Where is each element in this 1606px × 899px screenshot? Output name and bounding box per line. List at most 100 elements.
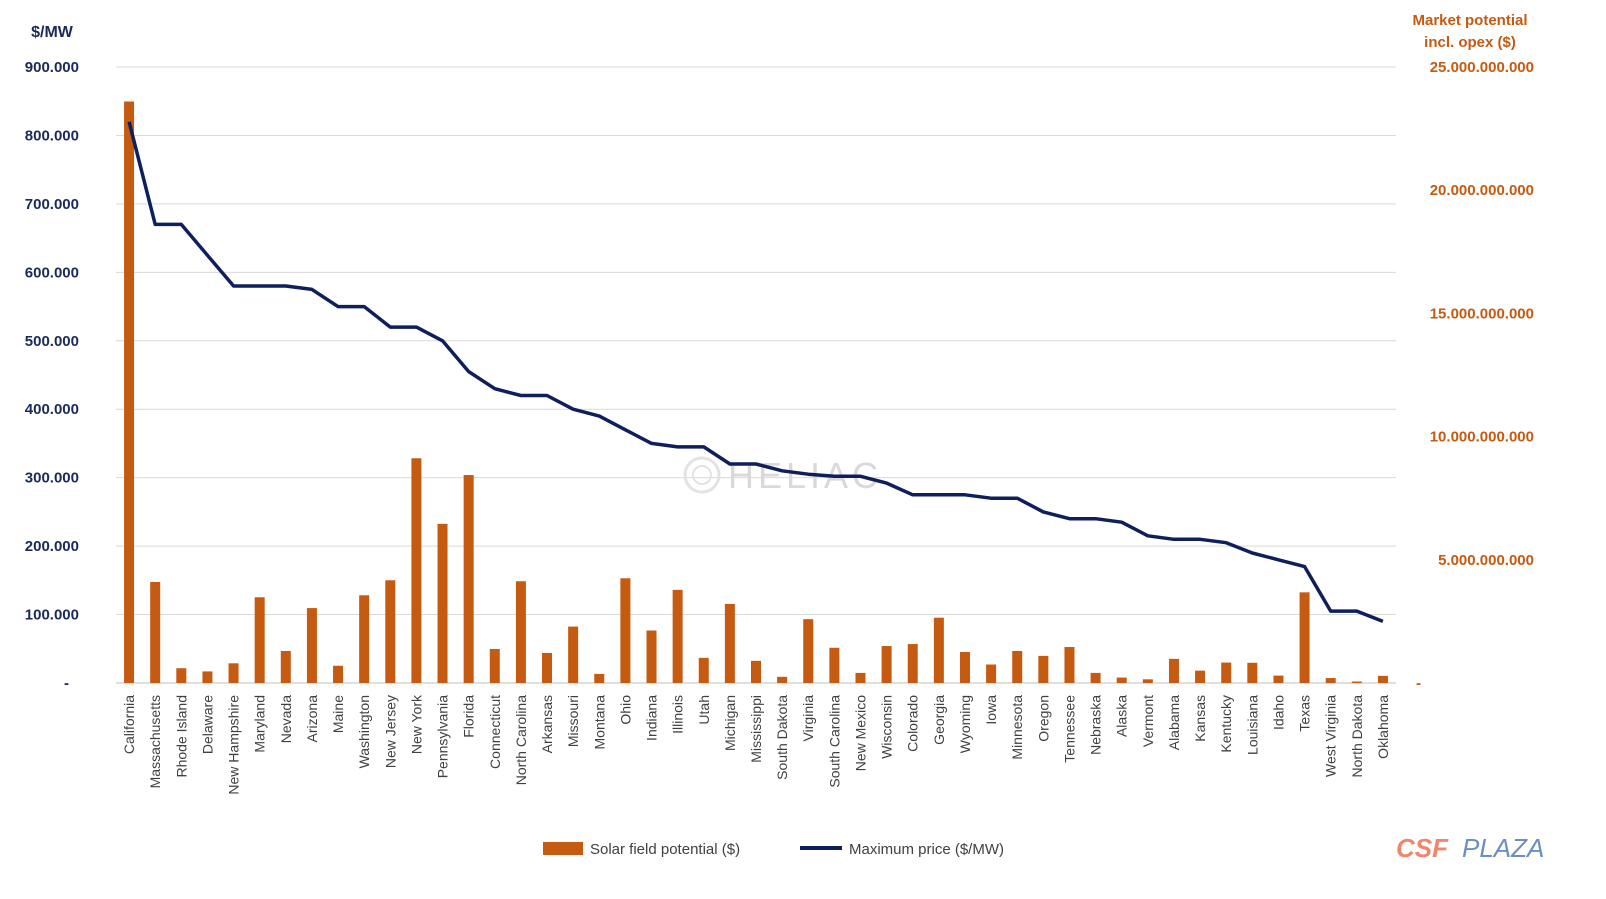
bar — [646, 630, 657, 683]
category-label: Vermont — [1140, 695, 1156, 747]
bar — [933, 617, 944, 683]
bar — [385, 580, 396, 683]
bar — [411, 458, 422, 683]
bar — [1273, 675, 1284, 683]
bar — [202, 671, 213, 683]
bar — [1351, 681, 1362, 683]
left-axis-ticks: - 100.000 200.000 300.000 400.000 500.000 600.… — [25, 59, 79, 692]
left-tick-label: 400.000 — [25, 401, 79, 418]
bar — [359, 595, 370, 683]
category-label: Wisconsin — [879, 695, 895, 759]
bar — [1168, 658, 1179, 683]
bar — [1090, 672, 1101, 683]
bar — [254, 597, 265, 683]
bar — [515, 581, 526, 683]
bar — [1064, 647, 1075, 683]
bar — [1142, 679, 1153, 683]
legend-swatch-bar — [543, 842, 583, 855]
category-label: Mississippi — [748, 695, 764, 763]
category-label: Idaho — [1270, 695, 1286, 730]
category-label: North Carolina — [513, 695, 529, 785]
category-label: Michigan — [722, 695, 738, 751]
right-tick-label: - — [1416, 675, 1421, 692]
bar — [150, 581, 161, 683]
left-tick-label: - — [64, 675, 69, 692]
left-tick-label: 100.000 — [25, 607, 79, 624]
left-tick-label: 800.000 — [25, 127, 79, 144]
bar — [1195, 670, 1206, 683]
category-label: Texas — [1297, 695, 1313, 732]
category-label: Connecticut — [487, 695, 503, 769]
category-label: Kansas — [1192, 695, 1208, 742]
category-label: North Dakota — [1349, 695, 1365, 778]
left-axis-title: $/MW — [31, 24, 74, 41]
bar — [724, 603, 735, 683]
left-tick-label: 500.000 — [25, 333, 79, 350]
category-label: South Carolina — [826, 695, 842, 788]
bar — [306, 608, 317, 683]
bar — [1299, 592, 1310, 683]
line-series — [127, 121, 1384, 624]
logo-csf-text: CSF — [1396, 833, 1449, 863]
bar — [698, 657, 709, 683]
category-label: Pennsylvania — [435, 695, 451, 778]
bar — [1247, 662, 1258, 683]
bar — [568, 626, 579, 683]
bar — [176, 668, 187, 683]
category-label: Montana — [591, 695, 607, 750]
category-label: Virginia — [800, 695, 816, 742]
logo-plaza-text: PLAZA — [1462, 833, 1544, 863]
category-label: California — [121, 695, 137, 754]
right-axis-title-line1: Market potential — [1412, 12, 1527, 29]
bar — [959, 651, 970, 683]
bar — [463, 475, 474, 683]
right-axis-title-line2: incl. opex ($) — [1424, 34, 1516, 51]
bar — [489, 648, 500, 683]
category-label: Kentucky — [1218, 695, 1234, 753]
category-label: Massachusetts — [147, 695, 163, 788]
bar — [907, 644, 918, 683]
bar — [1116, 677, 1127, 683]
category-label: Alaska — [1114, 695, 1130, 737]
bar — [333, 665, 344, 683]
bar — [751, 660, 761, 683]
category-label: New Hampshire — [226, 695, 242, 795]
right-tick-label: 20.000.000.000 — [1430, 182, 1534, 199]
category-label: Utah — [696, 695, 712, 725]
category-label: Nevada — [278, 695, 294, 743]
bar — [228, 663, 239, 683]
right-tick-label: 10.000.000.000 — [1430, 429, 1534, 446]
category-label: South Dakota — [774, 695, 790, 780]
category-label: Minnesota — [1009, 695, 1025, 760]
category-label: Nebraska — [1088, 695, 1104, 755]
bar — [437, 523, 448, 683]
bar — [542, 652, 553, 683]
category-label: New Jersey — [382, 695, 398, 768]
right-tick-label: 25.000.000.000 — [1430, 59, 1534, 76]
legend: Solar field potential ($) Maximum price … — [543, 841, 1004, 858]
bar — [594, 673, 605, 683]
category-label: Oklahoma — [1375, 695, 1391, 759]
category-label: Wyoming — [957, 695, 973, 753]
category-label: West Virginia — [1323, 695, 1339, 777]
bar — [280, 650, 291, 683]
category-label: Rhode Island — [173, 695, 189, 778]
category-label: Oregon — [1035, 695, 1051, 742]
bar — [1221, 662, 1232, 683]
left-tick-label: 700.000 — [25, 196, 79, 213]
category-label: Delaware — [199, 695, 215, 754]
category-label: New Mexico — [853, 695, 869, 771]
bar — [803, 619, 814, 683]
bar — [1012, 650, 1023, 683]
legend-label-bar: Solar field potential ($) — [590, 841, 740, 858]
left-tick-label: 300.000 — [25, 470, 79, 487]
bar — [124, 101, 135, 684]
category-label: Maine — [330, 695, 346, 733]
bar-series — [124, 101, 1388, 684]
bar — [881, 646, 892, 683]
watermark-sun-icon — [683, 456, 721, 494]
category-label: Georgia — [931, 695, 947, 745]
category-label: Arkansas — [539, 695, 555, 753]
category-label: Indiana — [644, 695, 660, 741]
